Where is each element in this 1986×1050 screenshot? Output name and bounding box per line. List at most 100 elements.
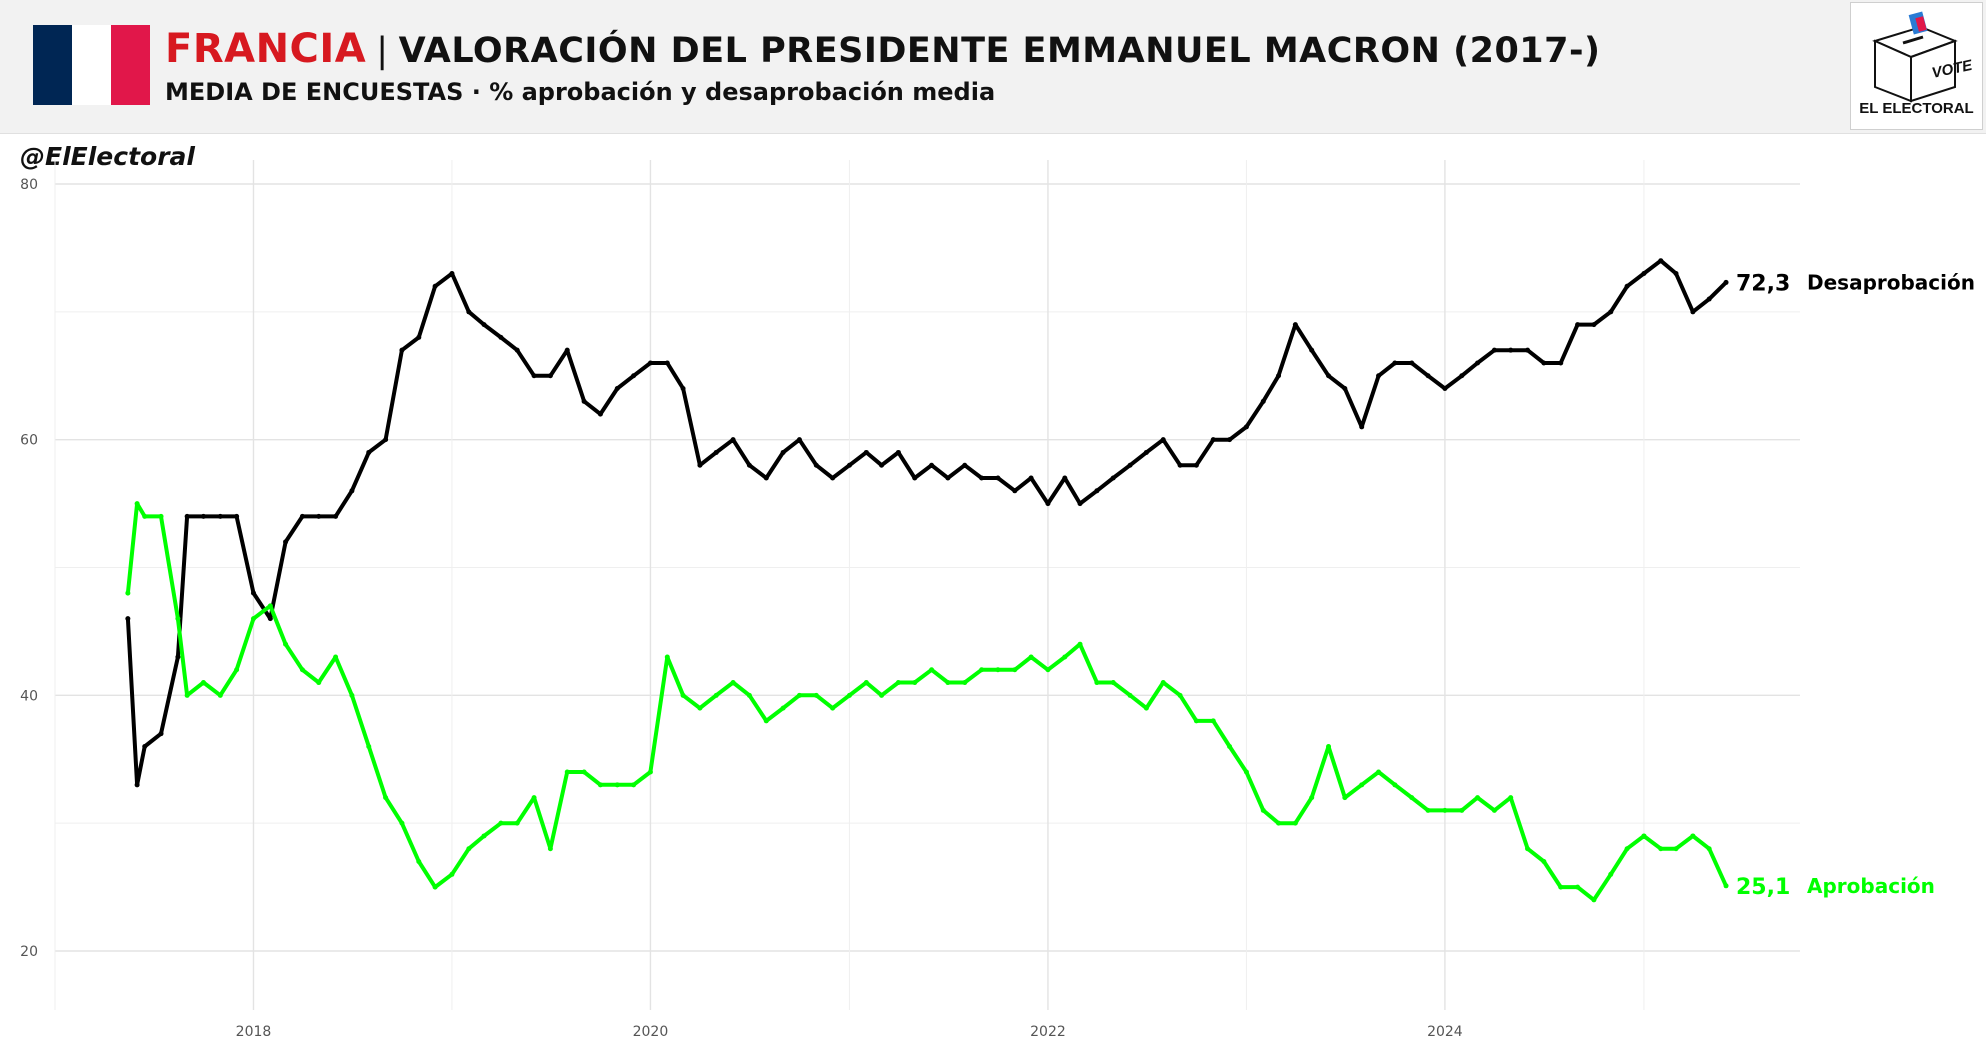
series-point	[449, 871, 455, 877]
series-point	[349, 692, 355, 698]
series-point	[1425, 373, 1431, 379]
series-point	[1591, 897, 1597, 903]
series-point	[481, 833, 487, 839]
series-point	[614, 782, 620, 788]
series-point	[217, 692, 223, 698]
series-point	[846, 692, 852, 698]
series-point	[1425, 807, 1431, 813]
series-point	[1094, 680, 1100, 686]
series-point	[175, 654, 181, 660]
series-point	[134, 782, 140, 788]
series-point	[184, 692, 190, 698]
series-point	[614, 386, 620, 392]
series-point	[1409, 360, 1415, 366]
series-point	[979, 475, 985, 481]
ballot-box-icon: VOTE	[1872, 11, 1975, 103]
france-flag-icon	[33, 25, 150, 105]
series-point	[1376, 769, 1382, 775]
series-point	[283, 539, 289, 545]
series-point	[217, 513, 223, 519]
series-point	[846, 462, 852, 468]
series-point	[158, 731, 164, 737]
series-point	[1359, 424, 1365, 430]
series-point	[1723, 883, 1729, 889]
series-point	[1376, 373, 1382, 379]
series-point	[1193, 462, 1199, 468]
series-point	[796, 692, 802, 698]
series-point	[1575, 884, 1581, 890]
series-point	[1062, 654, 1068, 660]
x-tick-label: 2022	[1030, 1024, 1066, 1040]
series-point	[234, 513, 240, 519]
series-point	[1326, 743, 1332, 749]
series-point	[531, 373, 537, 379]
el-electoral-logo: VOTE EL ELECTORAL	[1850, 2, 1983, 130]
series-point	[813, 692, 819, 698]
series-point	[1210, 437, 1216, 443]
series-point	[200, 513, 206, 519]
series-point	[664, 360, 670, 366]
series-point	[979, 667, 985, 673]
x-tick-label: 2020	[633, 1024, 669, 1040]
twitter-handle: @ElElectoral	[20, 142, 195, 171]
series-line-aprobación	[125, 501, 1728, 902]
series-point	[945, 475, 951, 481]
series-point	[863, 680, 869, 686]
series-point	[1591, 322, 1597, 328]
end-labels: 72,3 Desaprobación 25,1 Aprobación	[1736, 270, 1975, 899]
series-point	[1012, 667, 1018, 673]
series-point	[697, 462, 703, 468]
series-point	[142, 513, 148, 519]
series-point	[383, 437, 389, 443]
series-point	[912, 680, 918, 686]
series-point	[713, 692, 719, 698]
series-point	[1012, 488, 1018, 494]
chart-grid	[54, 160, 1800, 1010]
series-point	[730, 437, 736, 443]
series-point	[1177, 462, 1183, 468]
series-point	[1127, 692, 1133, 698]
series-point	[597, 782, 603, 788]
series-point	[349, 488, 355, 494]
series-point	[1077, 641, 1083, 647]
series-point	[1508, 347, 1514, 353]
series-point	[730, 680, 736, 686]
series-point	[1690, 309, 1696, 315]
series-point	[125, 590, 131, 596]
series-point	[1143, 449, 1149, 455]
series-point	[416, 859, 422, 865]
series-point	[581, 398, 587, 404]
series-point	[158, 513, 164, 519]
series-point	[1706, 296, 1712, 302]
series-point	[432, 283, 438, 289]
series-point	[1508, 795, 1514, 801]
series-point	[1160, 680, 1166, 686]
series-point	[1160, 437, 1166, 443]
series-point	[1641, 270, 1647, 276]
series-point	[234, 667, 240, 673]
y-tick-label: 60	[20, 433, 38, 449]
series-point	[333, 654, 339, 660]
series-point	[1442, 807, 1448, 813]
series-point	[564, 769, 570, 775]
series-point	[1110, 680, 1116, 686]
series-point	[1094, 488, 1100, 494]
series-point	[1045, 501, 1051, 507]
series-point	[1608, 309, 1614, 315]
series-point	[299, 667, 305, 673]
title-text: VALORACIÓN DEL PRESIDENTE EMMANUEL MACRO…	[398, 31, 1601, 71]
series-point	[1459, 807, 1465, 813]
series-point	[1475, 360, 1481, 366]
series-line-desaprobación	[125, 258, 1728, 787]
series-point	[316, 513, 322, 519]
series-point	[1028, 654, 1034, 660]
logo-name: EL ELECTORAL	[1859, 100, 1974, 117]
flag-stripe-white	[72, 25, 111, 105]
series-point	[283, 641, 289, 647]
series-name-label: Desaprobación	[1807, 270, 1975, 294]
series-point	[1673, 846, 1679, 852]
series-point	[1541, 360, 1547, 366]
series-point	[267, 603, 273, 609]
series-point	[780, 705, 786, 711]
series-point	[1110, 475, 1116, 481]
